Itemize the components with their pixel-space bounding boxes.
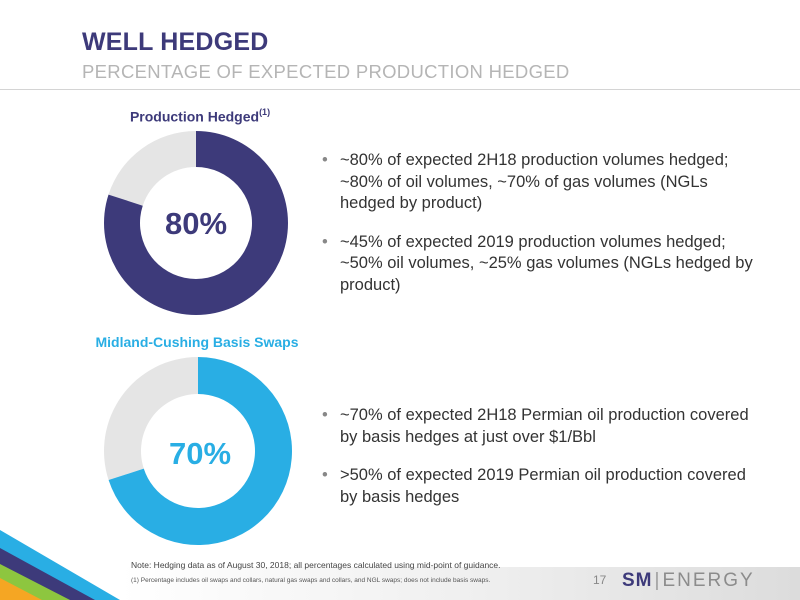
basis-swaps-percent: 70%: [169, 436, 231, 471]
basis-swaps-label-text: Midland-Cushing Basis Swaps: [95, 334, 299, 350]
production-hedged-remaining-arc: [108, 131, 196, 206]
logo-sm: SM: [622, 570, 653, 591]
basis-swaps-label: Midland-Cushing Basis Swaps: [72, 334, 322, 350]
page-number: 17: [593, 573, 607, 587]
bullet-dot: •: [322, 466, 328, 484]
corner-decoration: [0, 530, 120, 600]
production-hedged-label-sup: (1): [259, 107, 271, 117]
basis-swaps-donut: 70%: [103, 356, 293, 546]
bullet-text: ~70% of expected 2H18 Permian oil produc…: [340, 406, 749, 446]
corner-stripe-orange: [0, 578, 42, 600]
production-hedged-label: Production Hedged(1): [110, 107, 290, 125]
production-hedged-bullets: • ~80% of expected 2H18 production volume…: [322, 150, 767, 313]
production-hedged-percent: 80%: [165, 206, 227, 241]
bullet-text: ~45% of expected 2019 production volumes…: [340, 232, 753, 294]
bullet-text: ~80% of expected 2H18 production volumes…: [340, 151, 729, 212]
basis-swaps-bullets: • ~70% of expected 2H18 Permian oil produ…: [322, 405, 767, 525]
basis-swaps-filled-arc: [108, 357, 293, 545]
bullet-dot: •: [322, 232, 328, 251]
logo-energy: ENERGY: [662, 570, 755, 591]
logo-separator: |: [654, 570, 661, 591]
footer-footnote: (1) Percentage includes oil swaps and co…: [131, 577, 491, 584]
footer-note: Note: Hedging data as of August 30, 2018…: [131, 560, 501, 570]
production-hedged-donut-svg: 80%: [103, 131, 288, 316]
production-hedged-donut: 80%: [103, 130, 289, 316]
basis-swaps-remaining-arc: [103, 357, 198, 481]
bullet-text: >50% of expected 2019 Permian oil produc…: [340, 466, 746, 506]
list-item: • >50% of expected 2019 Permian oil produ…: [322, 465, 767, 508]
list-item: • ~45% of expected 2019 production volume…: [322, 232, 767, 297]
footer-band: [0, 567, 800, 600]
basis-swaps-donut-svg: 70%: [103, 357, 293, 545]
production-hedged-label-text: Production Hedged: [129, 108, 260, 125]
page-subtitle: PERCENTAGE OF EXPECTED PRODUCTION HEDGED: [82, 61, 570, 82]
list-item: • ~80% of expected 2H18 production volume…: [322, 150, 767, 215]
page-title: WELL HEDGED: [82, 28, 269, 56]
bullet-dot: •: [322, 406, 328, 424]
header-divider: [0, 89, 800, 90]
bullet-dot: •: [322, 151, 328, 169]
production-hedged-filled-arc: [103, 131, 288, 316]
list-item: • ~70% of expected 2H18 Permian oil produ…: [322, 405, 767, 448]
company-logo: SM | ENERGY: [622, 570, 755, 592]
